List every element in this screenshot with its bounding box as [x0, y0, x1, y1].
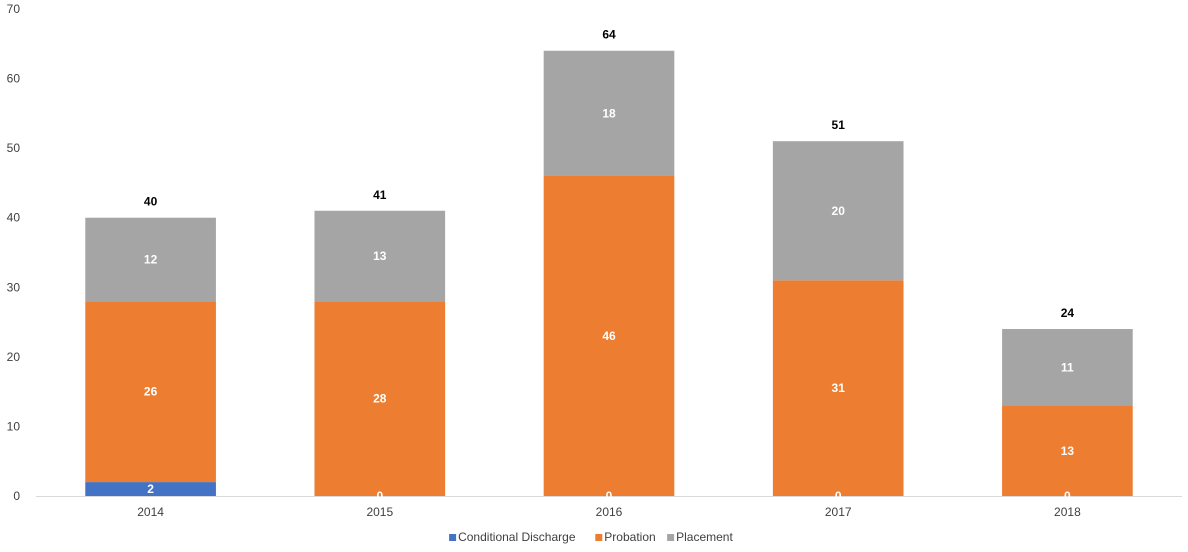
total-label: 64: [602, 28, 616, 42]
bar-segment: [314, 301, 446, 496]
data-label: 31: [832, 381, 846, 395]
x-tick-label: 2018: [1054, 505, 1081, 519]
legend-swatch: [449, 534, 457, 541]
bar-segment: [772, 141, 904, 281]
data-label: 0: [376, 489, 383, 503]
y-tick-label: 10: [7, 419, 21, 433]
y-tick-label: 40: [7, 211, 21, 225]
total-label: 41: [373, 188, 387, 202]
total-label: 40: [144, 195, 158, 209]
data-label: 12: [144, 252, 158, 266]
data-label: 0: [1064, 489, 1071, 503]
legend-swatch: [667, 534, 675, 541]
bar-segment: [85, 482, 216, 496]
y-tick-label: 20: [7, 350, 21, 364]
bar-segment: [314, 210, 446, 302]
legend: Conditional Discharge Probation Placement: [449, 530, 733, 544]
y-tick-label: 50: [7, 141, 21, 155]
bar-segment: [543, 50, 675, 176]
data-label: 13: [373, 249, 387, 263]
legend-label: Placement: [676, 530, 733, 544]
data-label: 0: [835, 489, 842, 503]
x-axis: 2014 2015 2016 2017 2018: [36, 496, 1182, 519]
x-tick-label: 2016: [596, 505, 623, 519]
y-tick-label: 70: [7, 2, 21, 16]
x-tick-label: 2014: [137, 505, 164, 519]
bar-segment: [772, 280, 904, 496]
data-labels: 2 26 12 40 0 28 13 41 0 46 18 64 0 31 20 51 0 13 11 24: [144, 28, 1074, 503]
data-label: 46: [602, 329, 616, 343]
data-label: 20: [832, 204, 846, 218]
bar-segment: [543, 175, 675, 496]
y-tick-label: 0: [13, 489, 20, 503]
legend-label: Probation: [604, 530, 655, 544]
bar-segment: [1002, 329, 1133, 406]
legend-label: Conditional Discharge: [458, 530, 576, 544]
data-label: 0: [606, 489, 613, 503]
y-axis: 0 10 20 30 40 50 60 70: [7, 2, 21, 503]
data-label: 28: [373, 392, 387, 406]
x-tick-label: 2017: [825, 505, 852, 519]
y-tick-label: 30: [7, 280, 21, 294]
legend-swatch: [595, 534, 603, 541]
bar-segment: [1002, 405, 1133, 496]
data-label: 11: [1061, 360, 1074, 374]
x-tick-label: 2015: [366, 505, 393, 519]
data-label: 13: [1061, 444, 1075, 458]
data-label: 18: [602, 106, 616, 120]
data-label: 26: [144, 385, 158, 399]
bar-segment: [85, 217, 216, 302]
bars: [85, 50, 1133, 496]
bar-segment: [85, 301, 216, 483]
y-tick-label: 60: [7, 72, 21, 86]
data-label: 2: [147, 482, 154, 496]
total-label: 24: [1061, 306, 1075, 320]
total-label: 51: [832, 118, 846, 132]
